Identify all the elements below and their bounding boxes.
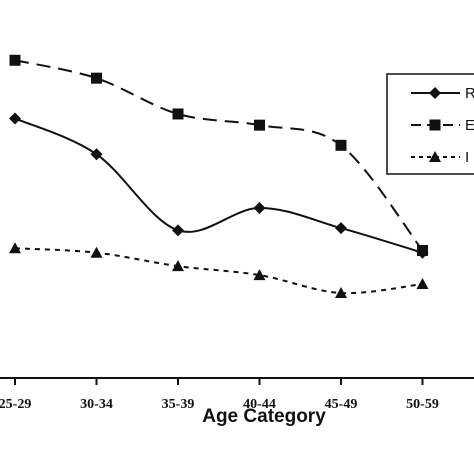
data-point-R [9, 112, 21, 125]
x-tick-label: 40-44 [243, 397, 276, 412]
x-tick-label: 25-29 [0, 397, 31, 412]
x-tick-labels: 25-29 30-34 35-39 40-44 45-49 50-59 [0, 397, 439, 412]
legend-marker-I [429, 151, 441, 162]
data-point-I [335, 286, 347, 298]
series-E [9, 54, 428, 256]
data-point-E [172, 108, 184, 120]
data-point-E [91, 72, 102, 84]
data-point-R [172, 224, 184, 237]
data-point-I [9, 242, 21, 254]
series-layer [9, 54, 429, 298]
data-point-I [416, 278, 429, 290]
series-R [9, 112, 429, 259]
legend-marker-E [429, 119, 441, 131]
data-point-E [9, 54, 21, 66]
series-line-R [14, 117, 423, 254]
axes [0, 377, 474, 385]
data-point-E [335, 139, 347, 151]
data-point-R [335, 222, 347, 235]
data-point-E [417, 244, 428, 256]
data-point-R [90, 148, 103, 161]
x-tick-label: 50-59 [406, 397, 439, 412]
data-point-I [172, 260, 184, 272]
legend: REI [386, 73, 474, 175]
series-line-I [14, 247, 423, 295]
x-tick-label: 30-34 [80, 397, 113, 412]
legend-label-R: R [465, 85, 474, 102]
x-tick-label: 35-39 [162, 397, 195, 412]
legend-label-E: E [465, 117, 474, 134]
data-point-R [253, 201, 266, 214]
x-axis-title: Age Category [202, 406, 326, 427]
data-point-E [254, 119, 265, 131]
series-I [9, 242, 429, 298]
data-point-I [90, 246, 103, 258]
legend-label-I: I [465, 149, 469, 166]
series-line-E [14, 59, 424, 252]
legend-marker-R [429, 87, 441, 99]
data-point-I [253, 269, 266, 281]
x-tick-label: 45-49 [325, 397, 358, 412]
